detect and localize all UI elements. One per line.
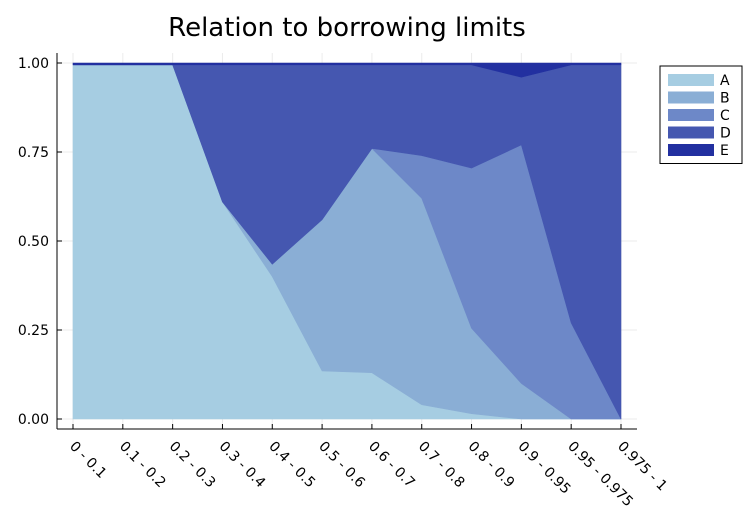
- legend-swatch-b: [668, 91, 714, 104]
- x-tick-label: 0.5 - 0.6: [315, 439, 368, 492]
- y-tick-label: 0.00: [18, 412, 49, 428]
- areas: [72, 62, 622, 420]
- x-tick-label: 0.8 - 0.9: [465, 439, 518, 492]
- legend-swatch-a: [668, 74, 714, 86]
- legend-swatch-c: [668, 109, 714, 121]
- legend-label-d: D: [720, 126, 731, 142]
- y-tick-label: 1.00: [18, 56, 49, 72]
- x-tick-label: 0.1 - 0.2: [116, 439, 169, 492]
- legend-swatch-d: [668, 126, 714, 139]
- x-tick-label: 0.3 - 0.4: [216, 439, 269, 492]
- chart-title: Relation to borrowing limits: [168, 13, 526, 43]
- area-series-e: [72, 62, 622, 78]
- legend-swatch-e: [668, 144, 714, 156]
- x-tick-label: 0.9 - 0.95: [515, 439, 574, 498]
- legend-label-c: C: [720, 108, 730, 124]
- x-ticks: 0 - 0.1 0.1 - 0.20.2 - 0.30.3 - 0.40.4 - …: [66, 424, 670, 510]
- y-ticks: 0.00 0.25 0.50 0.75 1.00: [18, 56, 62, 428]
- legend-label-b: B: [720, 91, 730, 107]
- legend-label-a: A: [720, 73, 730, 89]
- y-tick-label: 0.75: [18, 145, 49, 161]
- x-tick-label: 0.6 - 0.7: [365, 439, 418, 492]
- legend-label-e: E: [720, 143, 729, 159]
- y-tick-label: 0.50: [18, 234, 49, 250]
- x-tick-label: 0.2 - 0.3: [166, 439, 219, 492]
- y-tick-label: 0.25: [18, 323, 49, 339]
- x-tick-label: 0.7 - 0.8: [415, 439, 468, 492]
- x-tick-label: 0.4 - 0.5: [265, 439, 318, 492]
- x-tick-label: 0 - 0.1: [66, 439, 109, 482]
